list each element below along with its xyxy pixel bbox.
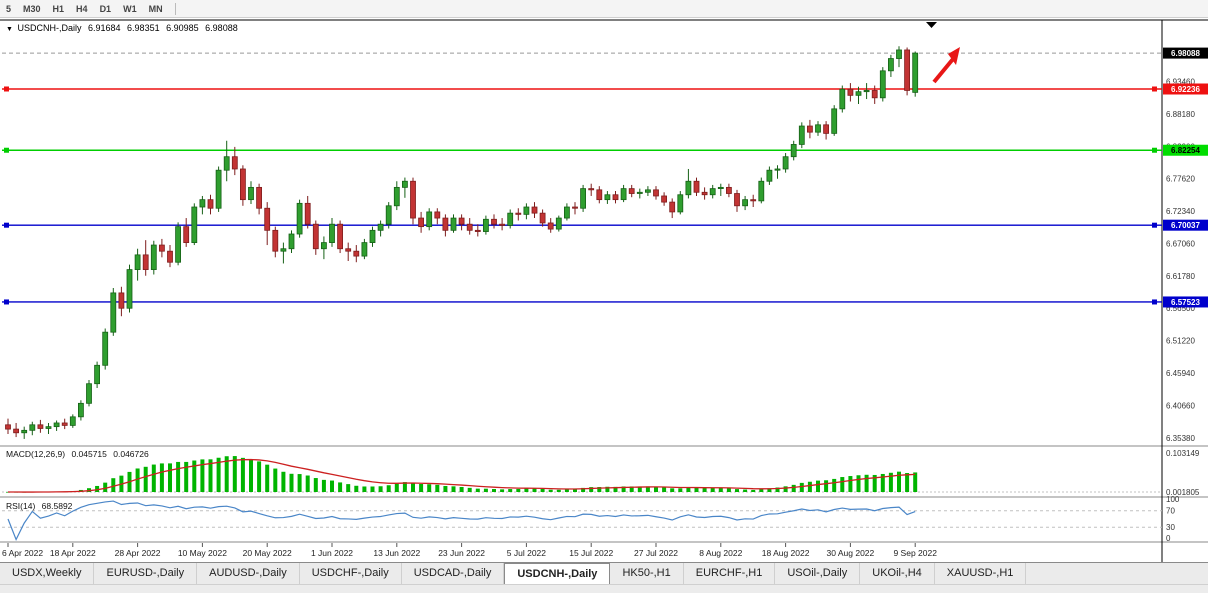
svg-text:27 Jul 2022: 27 Jul 2022 <box>634 548 678 558</box>
chart-tab-usdcnh-daily[interactable]: USDCNH-,Daily <box>504 563 611 584</box>
svg-text:6.92236: 6.92236 <box>1171 85 1200 94</box>
chart-tab-xauusd-h1[interactable]: XAUUSD-,H1 <box>935 563 1027 584</box>
svg-text:18 Apr 2022: 18 Apr 2022 <box>50 548 96 558</box>
chart-tab-usdx-weekly[interactable]: USDX,Weekly <box>0 563 95 584</box>
candlestick-series <box>5 46 919 439</box>
svg-text:6 Apr 2022: 6 Apr 2022 <box>2 548 43 558</box>
price-badge-level-green <box>1163 144 1208 156</box>
svg-text:15 Jul 2022: 15 Jul 2022 <box>569 548 613 558</box>
hline-support-blue-1[interactable]: 6.70037 <box>2 219 1208 231</box>
svg-text:18 Aug 2022: 18 Aug 2022 <box>762 548 810 558</box>
chart-tab-usdcad-daily[interactable]: USDCAD-,Daily <box>402 563 505 584</box>
chart-tab-audusd-daily[interactable]: AUDUSD-,Daily <box>197 563 300 584</box>
svg-text:6.72340: 6.72340 <box>1166 207 1195 216</box>
timeframe-button-h1[interactable]: H1 <box>52 3 65 14</box>
chart-tab-usoil-daily[interactable]: USOil-,Daily <box>775 563 861 584</box>
chart-tab-usdchf-daily[interactable]: USDCHF-,Daily <box>300 563 402 584</box>
toolbar-divider <box>174 2 176 15</box>
timeframe-button-mn[interactable]: MN <box>148 3 163 14</box>
svg-text:6.40660: 6.40660 <box>1166 401 1195 410</box>
svg-text:5 Jul 2022: 5 Jul 2022 <box>507 548 546 558</box>
price-chart-svg: 6.934606.881806.829006.776206.723406.670… <box>0 19 1208 562</box>
svg-text:6.77620: 6.77620 <box>1166 175 1195 184</box>
svg-text:0.001805: 0.001805 <box>1166 488 1200 497</box>
svg-text:6.82254: 6.82254 <box>1171 146 1200 155</box>
chart-tab-hk50-h1[interactable]: HK50-,H1 <box>610 563 684 584</box>
svg-text:10 May 2022: 10 May 2022 <box>178 548 227 558</box>
svg-text:6.70037: 6.70037 <box>1171 221 1200 230</box>
svg-text:100: 100 <box>1166 495 1180 504</box>
svg-text:6.61780: 6.61780 <box>1166 272 1195 281</box>
svg-text:23 Jun 2022: 23 Jun 2022 <box>438 548 485 558</box>
timeframe-button-w1[interactable]: W1 <box>123 3 137 14</box>
price-axis[interactable]: 6.934606.881806.829006.776206.723406.670… <box>1166 77 1195 442</box>
price-badge-last-price <box>1163 47 1208 59</box>
timeframe-button-d1[interactable]: D1 <box>99 3 112 14</box>
price-badge-support-blue-2 <box>1163 296 1208 308</box>
price-badge-resistance-red <box>1163 83 1208 95</box>
svg-text:6.51220: 6.51220 <box>1166 337 1195 346</box>
chart-area[interactable]: 6.934606.881806.829006.776206.723406.670… <box>0 18 1208 562</box>
svg-text:70: 70 <box>1166 507 1175 516</box>
svg-text:6.93460: 6.93460 <box>1166 77 1195 86</box>
svg-text:30: 30 <box>1166 523 1175 532</box>
svg-text:0: 0 <box>1166 534 1171 543</box>
timeframe-button-5[interactable]: 5 <box>6 3 12 14</box>
hline-resistance-red[interactable]: 6.92236 <box>2 83 1208 95</box>
timeframe-button-h4[interactable]: H4 <box>76 3 88 14</box>
chart-tab-ukoil-h4[interactable]: UKOil-,H4 <box>860 563 935 584</box>
svg-text:8 Aug 2022: 8 Aug 2022 <box>699 548 742 558</box>
up-arrow-annotation[interactable] <box>932 47 960 84</box>
svg-text:0.103149: 0.103149 <box>1166 449 1200 458</box>
timeframe-toolbar: 5 M30 H1 H4 D1 W1 MN <box>0 0 1208 18</box>
hline-level-green[interactable]: 6.82254 <box>2 144 1208 156</box>
svg-text:6.98088: 6.98088 <box>1171 49 1200 58</box>
hline-support-blue-2[interactable]: 6.57523 <box>2 296 1208 308</box>
svg-text:9 Sep 2022: 9 Sep 2022 <box>893 548 937 558</box>
status-strip <box>0 584 1208 593</box>
svg-text:6.56500: 6.56500 <box>1166 304 1195 313</box>
svg-text:6.67060: 6.67060 <box>1166 239 1195 248</box>
timeframe-button-m30[interactable]: M30 <box>23 3 41 14</box>
macd-indicator <box>2 456 1162 493</box>
svg-text:30 Aug 2022: 30 Aug 2022 <box>827 548 875 558</box>
svg-text:6.88180: 6.88180 <box>1166 110 1195 119</box>
hline-last-price[interactable]: 6.98088 <box>2 47 1208 59</box>
rsi-indicator <box>2 500 1162 541</box>
svg-text:13 Jun 2022: 13 Jun 2022 <box>373 548 420 558</box>
chart-tab-bar: USDX,Weekly EURUSD-,Daily AUDUSD-,Daily USD… <box>0 562 1208 584</box>
svg-text:6.45940: 6.45940 <box>1166 369 1195 378</box>
price-badge-support-blue-1 <box>1163 219 1208 231</box>
svg-text:20 May 2022: 20 May 2022 <box>243 548 292 558</box>
svg-text:6.57523: 6.57523 <box>1171 298 1200 307</box>
svg-text:1 Jun 2022: 1 Jun 2022 <box>311 548 353 558</box>
date-axis[interactable]: 6 Apr 2022 18 Apr 2022 28 Apr 2022 10 May 2… <box>2 543 937 558</box>
chart-tab-eurusd-daily[interactable]: EURUSD-,Daily <box>94 563 198 584</box>
svg-text:28 Apr 2022: 28 Apr 2022 <box>115 548 161 558</box>
down-triangle-marker[interactable] <box>926 22 937 28</box>
svg-text:6.35380: 6.35380 <box>1166 434 1195 443</box>
chart-tab-eurchf-h1[interactable]: EURCHF-,H1 <box>684 563 776 584</box>
